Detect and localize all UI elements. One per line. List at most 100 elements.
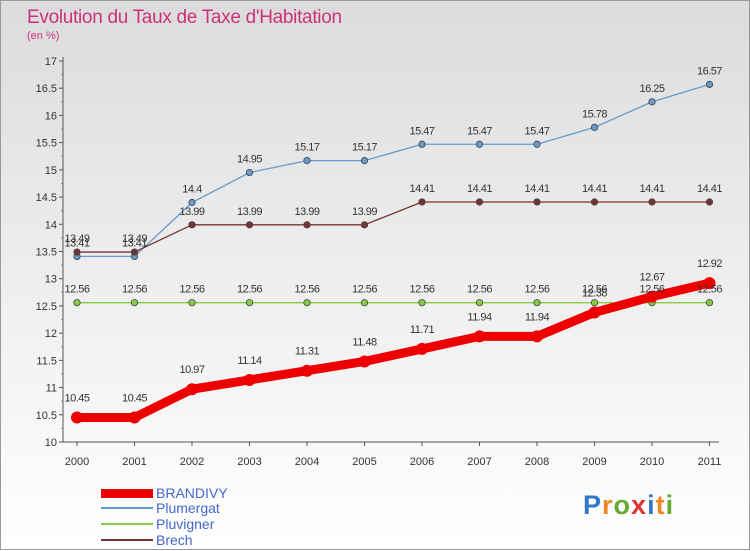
data-point — [188, 299, 196, 307]
data-label: 13.41 — [64, 237, 89, 249]
legend-label: BRANDIVY — [156, 485, 228, 501]
data-label: 13.99 — [294, 206, 319, 218]
data-label: 13.49 — [122, 233, 147, 245]
y-tick-label: 15.5 — [36, 138, 57, 150]
data-point — [418, 140, 426, 148]
legend-item-plumergat: Plumergat — [101, 500, 301, 516]
y-tick-label: 16.5 — [36, 83, 57, 95]
data-point — [360, 299, 369, 307]
y-tick-label: 16 — [45, 110, 57, 122]
legend-swatch — [101, 523, 153, 525]
y-tick-label: 15 — [45, 165, 57, 177]
data-label: 14.41 — [582, 183, 607, 195]
data-label: 12.56 — [409, 284, 434, 296]
data-label: 12.56 — [179, 284, 204, 296]
data-label: 12.56 — [639, 284, 664, 296]
data-point — [588, 306, 601, 319]
data-point — [128, 411, 141, 424]
data-label: 11.71 — [410, 324, 435, 336]
data-label: 14.41 — [409, 183, 434, 195]
x-tick-label: 2000 — [65, 456, 89, 468]
legend-label: Brech — [156, 532, 193, 548]
data-point — [590, 198, 599, 206]
data-label: 10.45 — [64, 393, 89, 405]
x-tick-label: 2010 — [640, 456, 664, 468]
data-label: 13.41 — [122, 237, 147, 249]
y-tick-label: 11 — [46, 383, 57, 395]
data-label: 14.41 — [639, 183, 664, 195]
chart-title: Evolution du Taux de Taxe d'Habitation — [27, 7, 342, 28]
legend-swatch — [101, 507, 153, 509]
x-tick-label: 2003 — [237, 456, 261, 468]
data-label: 14.41 — [467, 183, 492, 195]
data-label: 12.67 — [639, 272, 664, 284]
data-label: 13.99 — [179, 206, 204, 218]
data-point — [243, 373, 256, 386]
proxiti-logo: Proxiti — [583, 490, 674, 521]
chart-unit: (en %) — [27, 30, 60, 42]
data-label: 16.57 — [697, 65, 722, 77]
data-point — [245, 299, 254, 307]
data-label: 11.94 — [467, 311, 492, 323]
data-point — [245, 168, 254, 177]
data-point — [646, 290, 658, 303]
data-point — [590, 299, 599, 307]
data-point — [473, 330, 486, 343]
data-label: 15.47 — [409, 125, 434, 137]
legend-item-pluvigner: Pluvigner — [101, 516, 301, 532]
y-tick-label: 14 — [45, 219, 57, 231]
x-tick-label: 2007 — [467, 456, 491, 468]
data-label: 15.17 — [352, 142, 377, 154]
data-label: 12.56 — [524, 284, 549, 296]
x-tick-label: 2009 — [582, 456, 606, 468]
data-label: 15.47 — [524, 125, 549, 137]
y-tick-label: 14.5 — [36, 192, 57, 204]
data-point — [590, 123, 599, 132]
data-point — [73, 299, 81, 307]
data-label: 12.92 — [697, 258, 722, 270]
logo-letter: P — [583, 490, 603, 520]
data-point — [360, 221, 369, 229]
data-point — [705, 80, 714, 89]
data-point — [648, 98, 656, 106]
data-point — [533, 140, 541, 148]
data-label: 11.31 — [295, 346, 320, 358]
data-point — [475, 140, 484, 148]
series-line-plumergat — [76, 83, 711, 258]
data-label: 11.48 — [352, 336, 377, 348]
legend-label: Pluvigner — [156, 516, 215, 532]
y-tick-label: 17 — [45, 56, 57, 68]
x-tick-label: 2005 — [352, 456, 376, 468]
y-tick-label: 12.5 — [36, 301, 57, 313]
data-label: 15.17 — [294, 142, 319, 154]
legend-swatch — [101, 489, 153, 498]
data-label: 10.45 — [122, 393, 147, 405]
series-line-brech — [76, 201, 711, 253]
logo-letter: i — [647, 490, 656, 520]
data-label: 15.47 — [467, 125, 492, 137]
logo-letter: t — [655, 490, 666, 520]
data-point — [705, 198, 714, 206]
data-point — [475, 299, 484, 307]
data-point — [418, 299, 426, 307]
data-point — [533, 198, 541, 206]
data-point — [533, 299, 541, 307]
data-label: 11.14 — [237, 355, 262, 367]
data-label: 12.56 — [582, 284, 607, 296]
data-label: 12.56 — [697, 284, 722, 296]
data-label: 12.56 — [352, 284, 377, 296]
series-line-brandivy — [72, 278, 714, 423]
y-tick-label: 12 — [45, 328, 57, 340]
data-label: 14.4 — [182, 184, 202, 196]
data-point — [703, 277, 716, 290]
data-point — [358, 355, 371, 368]
data-point — [705, 299, 714, 307]
logo-letter: o — [613, 490, 632, 520]
x-tick-label: 2001 — [122, 456, 146, 468]
data-point — [73, 248, 81, 256]
data-point — [360, 157, 369, 165]
x-tick-label: 2002 — [180, 456, 204, 468]
data-label: 16.25 — [639, 83, 664, 95]
